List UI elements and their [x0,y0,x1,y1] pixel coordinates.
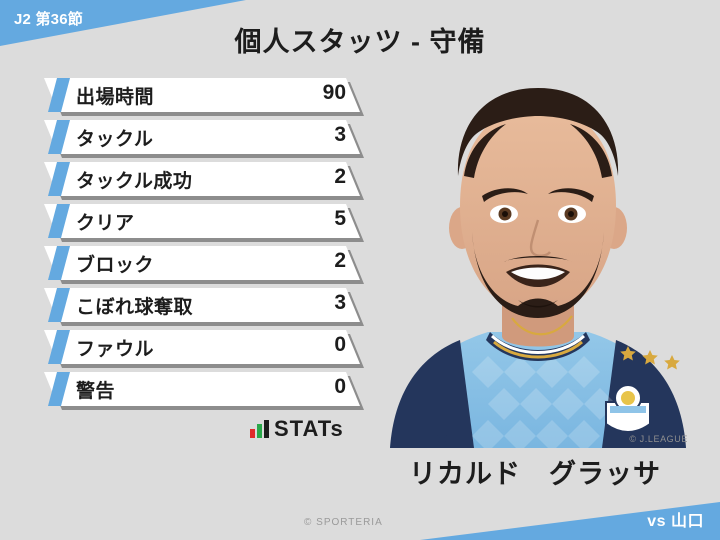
stat-row-body [44,162,360,196]
stat-label: クリア [76,213,135,234]
stat-row: ブロック 2 [44,246,374,284]
opponent-label: vs 山口 [647,513,704,530]
photo-credit-label: © J.LEAGUE [629,434,688,444]
stat-row-body [44,246,360,280]
stat-label: 出場時間 [76,87,155,108]
stat-row-body [44,78,360,112]
stats-brand-logo: STATs [250,416,344,441]
stats-wordmark: STATs [274,416,344,441]
stat-value: 90 [322,81,346,104]
bar-chart-icon [250,420,269,438]
stat-value: 2 [334,249,346,272]
stat-row-body [44,120,360,154]
stat-value: 3 [334,291,346,314]
player-name: リカルド グラッサ [409,459,661,489]
stat-row: ファウル 0 [44,330,374,368]
stat-label: タックル [76,129,154,150]
stat-row-body [44,288,360,322]
stat-row: タックル 3 [44,120,374,158]
stat-value: 5 [334,207,346,230]
page-title: 個人スタッツ - 守備 [234,27,486,57]
stat-value: 0 [334,333,346,356]
stat-row: クリア 5 [44,204,374,242]
stat-row: 警告 0 [44,372,374,410]
stats-list: 出場時間 90 タックル 3 タックル成功 2 クリア 5 ブロック 2 こぼれ球奪取 3 ファウル 0 警… [44,78,374,414]
stat-row: 出場時間 90 [44,78,374,116]
stat-row-body [44,330,360,364]
stat-label: 警告 [76,381,116,402]
stat-value: 3 [334,123,346,146]
site-credit-label: © SPORTERIA [304,517,383,528]
stat-label: ファウル [76,339,155,360]
stat-row: こぼれ球奪取 3 [44,288,374,326]
stat-label: タックル成功 [76,171,193,192]
player-photo: © J.LEAGUE [378,56,698,448]
stat-value: 2 [334,165,346,188]
stat-row-body [44,372,360,406]
competition-badge-label: J2 第36節 [14,11,83,28]
stat-label: ブロック [76,255,155,276]
stat-row: タックル成功 2 [44,162,374,200]
stat-value: 0 [334,375,346,398]
stat-row-body [44,204,360,238]
stat-label: こぼれ球奪取 [76,297,194,318]
